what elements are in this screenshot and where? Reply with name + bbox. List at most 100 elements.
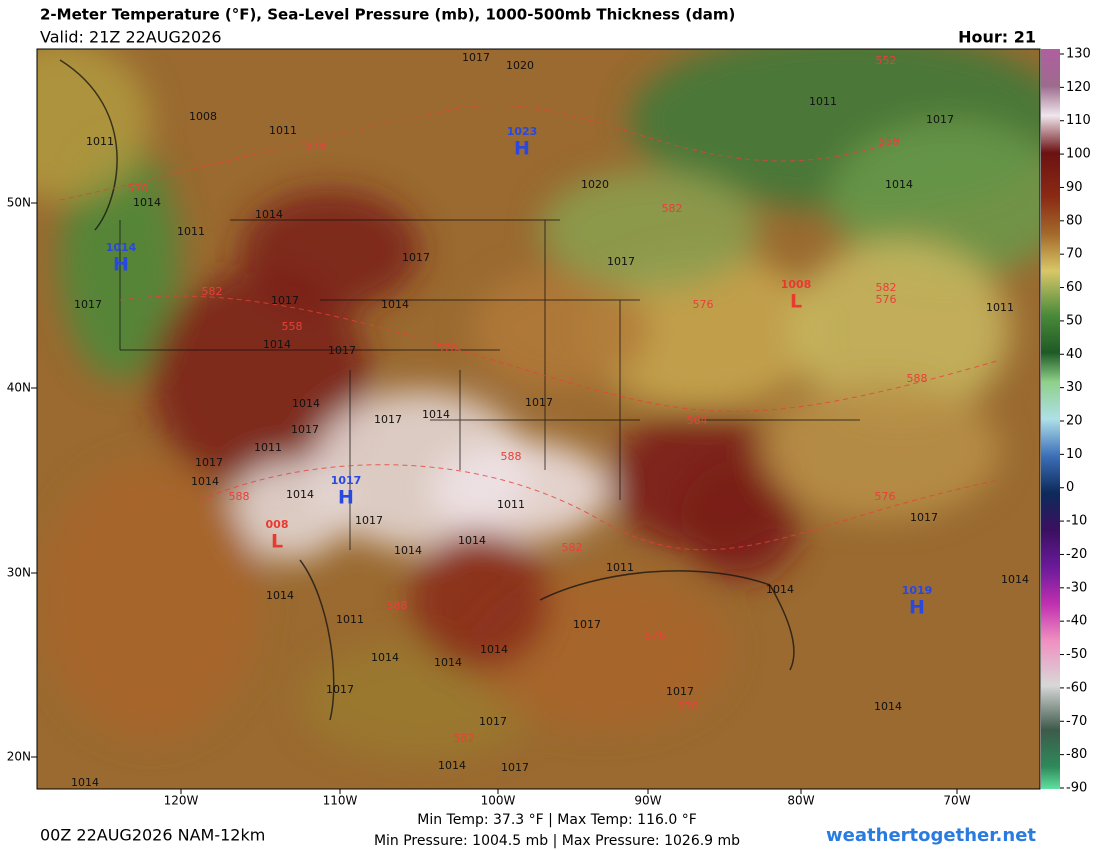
temperature-field	[760, 380, 1000, 520]
pressure-center-value: 1008	[781, 278, 812, 291]
colorbar-tick-label: 90	[1066, 180, 1083, 195]
isobar-label: 1014	[1001, 573, 1029, 586]
thickness-label: 564	[687, 414, 708, 427]
temperature-field	[430, 440, 610, 540]
thickness-label: 558	[879, 135, 900, 148]
colorbar-tick-label: -20	[1066, 547, 1087, 562]
isobar-label: 1014	[438, 759, 466, 772]
isobar-label: 1014	[874, 700, 902, 713]
isobar-label: 1014	[191, 475, 219, 488]
colorbar-tick-label: 80	[1066, 213, 1083, 228]
thickness-label: 576	[678, 700, 699, 713]
longitude-label: 80W	[787, 794, 814, 808]
isobar-label: 1020	[506, 59, 534, 72]
colorbar-tick-label: 30	[1066, 380, 1083, 395]
colorbar-tick-label: 10	[1066, 447, 1083, 462]
isobar-label: 1017	[573, 618, 601, 631]
isobar-label: 1014	[255, 208, 283, 221]
isobar-label: 1017	[525, 396, 553, 409]
isobar-label: 1017	[926, 113, 954, 126]
isobar-label: 1014	[422, 408, 450, 421]
isobar-label: 1008	[189, 110, 217, 123]
colorbar-tick-label: -40	[1066, 614, 1087, 629]
thickness-label: 576	[875, 490, 896, 503]
colorbar-tick-label: 120	[1066, 80, 1091, 95]
thickness-label: 570	[437, 342, 458, 355]
isobar-label: 1011	[809, 95, 837, 108]
isobar-label: 1011	[606, 561, 634, 574]
colorbar-tick-label: -90	[1066, 781, 1087, 796]
colorbar-tick-label: 40	[1066, 347, 1083, 362]
thickness-label: 582	[562, 541, 583, 554]
isobar-label: 1014	[394, 544, 422, 557]
pressure-center-symbol: H	[338, 487, 354, 509]
isobar-label: 1017	[462, 51, 490, 64]
thickness-label: 588	[907, 372, 928, 385]
thickness-label: 582	[202, 285, 223, 298]
thickness-label: 582	[454, 732, 475, 745]
thickness-label: 552	[876, 54, 897, 67]
isobar-label: 1017	[355, 514, 383, 527]
isobar-label: 1017	[328, 344, 356, 357]
isobar-label: 1017	[910, 511, 938, 524]
thickness-label: 588	[501, 450, 522, 463]
isobar-label: 1011	[177, 225, 205, 238]
isobar-label: 1017	[74, 298, 102, 311]
isobar-label: 1017	[271, 294, 299, 307]
pressure-center-symbol: H	[514, 138, 530, 160]
colorbar-tick-label: -60	[1066, 680, 1087, 695]
isobar-label: 1011	[86, 135, 114, 148]
isobar-label: 1011	[986, 301, 1014, 314]
thickness-label: 576	[306, 139, 327, 152]
colorbar-tick-label: 70	[1066, 247, 1083, 262]
thickness-label: 588	[229, 490, 250, 503]
isobar-label: 1017	[195, 456, 223, 469]
isobar-label: 1017	[479, 715, 507, 728]
colorbar-tick-label: 0	[1066, 480, 1074, 495]
thickness-label: 576	[693, 298, 714, 311]
pressure-center-symbol: H	[909, 597, 925, 619]
pressure-range: Min Pressure: 1004.5 mb | Max Pressure: …	[374, 833, 740, 849]
valid-time: Valid: 21Z 22AUG2026	[40, 28, 222, 47]
forecast-hour: Hour: 21	[958, 28, 1036, 47]
temperature-field	[680, 460, 800, 580]
colorbar-tick-label: 130	[1066, 47, 1091, 62]
map: 1017 1020 1008 1011 1011 1020 1014 1014 1011 1017…	[37, 49, 1040, 789]
pressure-center-symbol: H	[113, 254, 129, 276]
pressure-center-value: 1023	[507, 125, 538, 138]
isobar-label: 1017	[326, 683, 354, 696]
colorbar-tick-label: -70	[1066, 714, 1087, 729]
isobar-label: 1014	[292, 397, 320, 410]
temperature-field	[230, 460, 350, 560]
longitude-label: 110W	[323, 794, 358, 808]
isobar-label: 1014	[286, 488, 314, 501]
temperature-field	[830, 120, 1040, 280]
temperature-field	[580, 250, 820, 410]
isobar-label: 1014	[434, 656, 462, 669]
colorbar-tick-label: -50	[1066, 647, 1087, 662]
latitude-label: 40N	[7, 381, 31, 395]
isobar-label: 1017	[666, 685, 694, 698]
thickness-label: 576	[876, 293, 897, 306]
pressure-center-symbol: L	[271, 531, 283, 553]
colorbar-tick-label: -10	[1066, 514, 1087, 529]
pressure-center-symbol: L	[790, 291, 802, 313]
longitude-label: 70W	[943, 794, 970, 808]
thickness-label: 582	[876, 281, 897, 294]
temperature-field	[40, 460, 260, 740]
thickness-label: 582	[662, 202, 683, 215]
longitude-label: 90W	[634, 794, 661, 808]
temperature-field	[37, 49, 150, 200]
colorbar-tick-label: -30	[1066, 580, 1087, 595]
colorbar-tick-label: 50	[1066, 313, 1083, 328]
colorbar-tick-label: 100	[1066, 147, 1091, 162]
colorbar-tick-label: -80	[1066, 747, 1087, 762]
temperature-field	[790, 240, 1010, 420]
isobar-label: 1014	[766, 583, 794, 596]
colorbar	[1041, 49, 1060, 789]
isobar-label: 1014	[885, 178, 913, 191]
temperature-field	[410, 530, 550, 670]
isobar-label: 1014	[71, 776, 99, 789]
pressure-center-value: 1019	[902, 584, 933, 597]
